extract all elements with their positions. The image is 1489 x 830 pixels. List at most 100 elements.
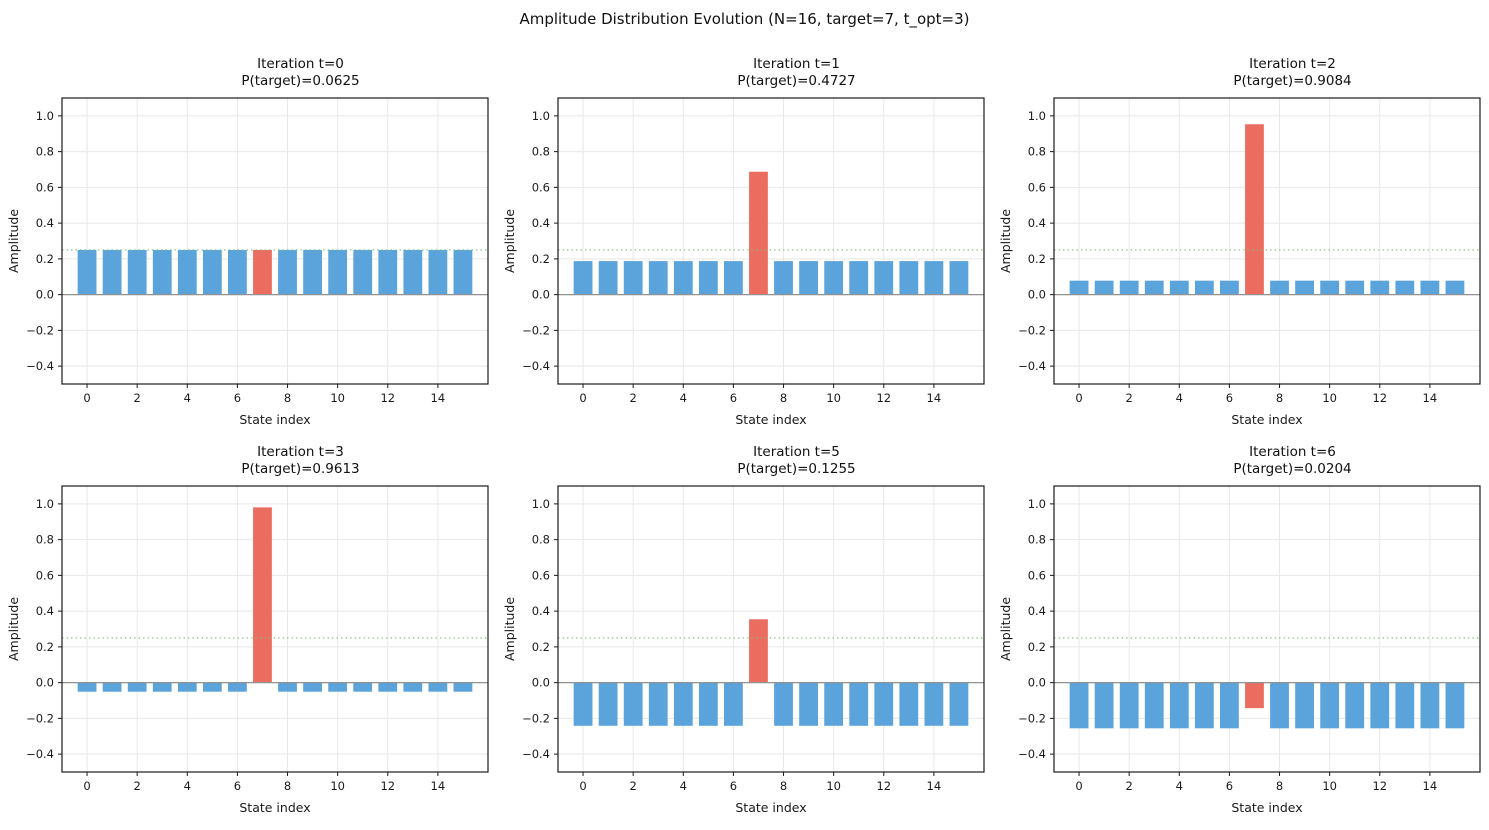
state-bar <box>774 683 793 726</box>
state-bar <box>673 261 692 295</box>
y-tick-label: 0.6 <box>1027 180 1045 194</box>
target-state-bar <box>253 250 272 295</box>
state-bar <box>874 261 893 295</box>
x-tick-label: 14 <box>1422 779 1437 793</box>
subplot-subtitle: P(target)=0.0625 <box>56 73 546 90</box>
y-tick-label: −0.2 <box>26 323 54 337</box>
y-tick-label: 0.0 <box>531 676 549 690</box>
y-tick-label: 0.0 <box>531 288 549 302</box>
state-bar <box>598 683 617 726</box>
state-bar <box>1445 683 1464 729</box>
subplot-title: Iteration t=6 <box>1048 444 1489 461</box>
y-tick-label: 0.6 <box>35 568 53 582</box>
state-bar <box>774 261 793 295</box>
y-axis-label: Amplitude <box>998 597 1013 661</box>
y-tick-label: 0.2 <box>531 640 549 654</box>
y-tick-label: 0.4 <box>531 216 549 230</box>
state-bar <box>303 683 322 692</box>
y-tick-label: 0.0 <box>35 288 53 302</box>
y-tick-label: 0.2 <box>35 252 53 266</box>
x-tick-label: 14 <box>430 391 445 405</box>
x-tick-label: 6 <box>233 391 240 405</box>
y-tick-label: 1.0 <box>1027 497 1045 511</box>
state-bar <box>1395 683 1414 729</box>
subplot-title: Iteration t=0 <box>56 56 546 73</box>
state-bar <box>623 261 642 295</box>
x-tick-label: 8 <box>283 391 290 405</box>
x-tick-label: 10 <box>826 391 841 405</box>
state-bar <box>1270 281 1289 295</box>
y-tick-label: 0.2 <box>1027 252 1045 266</box>
y-axis-label: Amplitude <box>502 597 517 661</box>
state-bar <box>924 261 943 295</box>
state-bar <box>598 261 617 295</box>
x-tick-label: 8 <box>1275 391 1282 405</box>
x-axis-label: State index <box>1231 412 1302 427</box>
state-bar <box>573 261 592 295</box>
x-tick-label: 6 <box>1225 779 1232 793</box>
state-bar <box>127 250 146 295</box>
state-bar <box>228 683 247 692</box>
state-bar <box>77 250 96 295</box>
x-tick-label: 10 <box>1322 391 1337 405</box>
state-bar <box>1169 683 1188 729</box>
x-tick-label: 10 <box>330 391 345 405</box>
x-tick-label: 2 <box>133 391 140 405</box>
x-tick-label: 0 <box>1075 779 1082 793</box>
subplot-title-block: Iteration t=0 P(target)=0.0625 <box>56 56 546 90</box>
x-tick-label: 12 <box>380 391 395 405</box>
y-tick-label: 0.6 <box>531 568 549 582</box>
state-bar <box>353 683 372 692</box>
state-bar <box>1069 281 1088 295</box>
axes-frame <box>62 98 488 384</box>
y-tick-label: 0.6 <box>531 180 549 194</box>
x-tick-label: 0 <box>1075 391 1082 405</box>
subplot-title-block: Iteration t=2 P(target)=0.9084 <box>1048 56 1489 90</box>
state-bar <box>1220 281 1239 295</box>
state-bar <box>1395 281 1414 295</box>
axes-frame <box>558 98 984 384</box>
state-bar <box>303 250 322 295</box>
state-bar <box>799 683 818 726</box>
axes-frame <box>558 486 984 772</box>
state-bar <box>228 250 247 295</box>
x-axis-label: State index <box>239 800 310 815</box>
state-bar <box>353 250 372 295</box>
x-axis-label: State index <box>1231 800 1302 815</box>
x-axis-label: State index <box>735 412 806 427</box>
y-axis-label: Amplitude <box>998 209 1013 273</box>
state-bar <box>1194 281 1213 295</box>
state-bar <box>1320 281 1339 295</box>
axes-frame <box>1054 98 1480 384</box>
subplot-subtitle: P(target)=0.9613 <box>56 461 546 478</box>
state-bar <box>1270 683 1289 729</box>
state-bar <box>453 683 472 692</box>
state-bar <box>724 683 743 726</box>
state-bar <box>453 250 472 295</box>
y-tick-label: 1.0 <box>35 497 53 511</box>
x-tick-label: 0 <box>579 391 586 405</box>
y-tick-label: 0.4 <box>1027 216 1045 230</box>
y-tick-label: 1.0 <box>531 497 549 511</box>
state-bar <box>428 250 447 295</box>
x-tick-label: 8 <box>1275 779 1282 793</box>
x-tick-label: 8 <box>779 391 786 405</box>
axes-frame <box>1054 486 1480 772</box>
state-bar <box>924 683 943 726</box>
y-tick-label: −0.4 <box>1018 359 1046 373</box>
subplot-title: Iteration t=5 <box>552 444 1042 461</box>
state-bar <box>1094 281 1113 295</box>
x-tick-label: 2 <box>133 779 140 793</box>
y-tick-label: 0.8 <box>35 533 53 547</box>
subplot-title-block: Iteration t=3 P(target)=0.9613 <box>56 444 546 478</box>
state-bar <box>278 683 297 692</box>
x-tick-label: 6 <box>1225 391 1232 405</box>
x-tick-label: 10 <box>826 779 841 793</box>
axes-frame <box>62 486 488 772</box>
state-bar <box>1345 281 1364 295</box>
